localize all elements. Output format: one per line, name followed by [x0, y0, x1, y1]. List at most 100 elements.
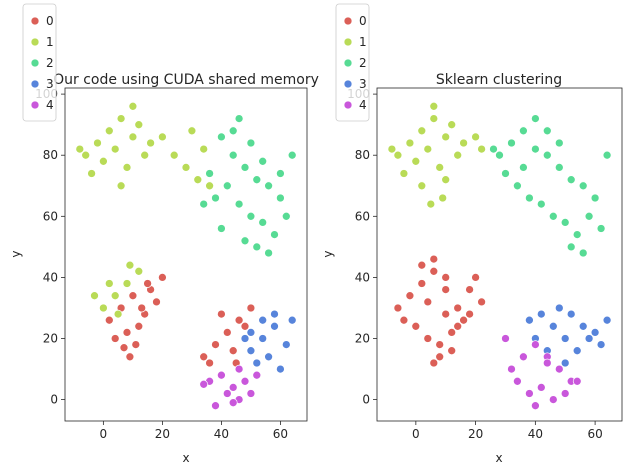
left-point-cluster-1 [128, 132, 138, 142]
left-point-cluster-2 [252, 242, 262, 252]
right-point-cluster-0 [429, 358, 439, 368]
right-point-cluster-2 [560, 218, 570, 227]
left-legend-marker-4 [30, 100, 40, 110]
left-point-cluster-2 [228, 150, 238, 160]
left-point-cluster-1 [93, 138, 102, 148]
right-point-cluster-3 [548, 321, 558, 331]
left-legend: 0 1 2 3 4 [22, 3, 57, 122]
left-point-cluster-4 [234, 364, 244, 374]
right-point-cluster-0 [417, 260, 427, 270]
right-point-cluster-4 [525, 389, 534, 398]
left-point-cluster-2 [276, 193, 285, 203]
left-point-cluster-4 [211, 401, 220, 411]
left-point-cluster-1 [87, 169, 96, 178]
left-point-cluster-3 [276, 364, 285, 374]
right-point-cluster-4 [507, 364, 516, 374]
left-point-cluster-1 [134, 120, 144, 130]
left-point-cluster-0 [234, 315, 244, 325]
right-point-cluster-0 [417, 279, 427, 288]
left-point-cluster-2 [234, 114, 244, 123]
left-point-cluster-4 [222, 389, 232, 398]
left-point-cluster-0 [128, 291, 138, 301]
right-chart-title: Sklearn clustering [436, 72, 562, 88]
left-point-cluster-4 [199, 379, 209, 389]
left-y-tick-label: 40 [43, 270, 58, 284]
right-point-cluster-2 [566, 242, 576, 252]
right-point-cluster-1 [405, 138, 415, 148]
right-point-cluster-4 [531, 401, 540, 411]
left-point-cluster-1 [116, 181, 126, 191]
left-point-cluster-0 [217, 309, 226, 319]
left-point-cluster-1 [104, 279, 114, 288]
right-point-cluster-2 [501, 169, 510, 178]
right-points [387, 101, 612, 411]
right-point-cluster-1 [423, 144, 433, 154]
left-point-cluster-0 [143, 279, 152, 288]
left-legend-label-1: 1 [46, 35, 54, 49]
left-point-cluster-1 [128, 101, 138, 111]
right-point-cluster-1 [471, 132, 480, 142]
right-point-cluster-2 [507, 138, 516, 148]
right-point-cluster-2 [542, 126, 552, 136]
right-point-cluster-0 [441, 309, 451, 319]
right-y-tick-label: 80 [355, 148, 370, 162]
left-point-cluster-0 [158, 273, 167, 282]
left-point-cluster-1 [110, 291, 120, 301]
right-legend: 0 1 2 3 4 [335, 3, 370, 122]
left-y-tick-label: 20 [43, 332, 58, 346]
left-point-cluster-1 [122, 163, 132, 172]
right-point-cluster-2 [602, 150, 612, 160]
left-legend-box [22, 3, 57, 122]
right-point-cluster-3 [584, 334, 594, 343]
right-point-cluster-2 [554, 163, 564, 172]
left-point-cluster-0 [246, 303, 256, 313]
right-point-cluster-2 [572, 230, 582, 239]
right-point-cluster-3 [566, 309, 576, 319]
left-point-cluster-1 [140, 150, 150, 160]
right-point-cluster-0 [429, 254, 439, 264]
right-point-cluster-2 [489, 144, 498, 154]
right-point-cluster-0 [465, 309, 474, 319]
right-point-cluster-1 [426, 199, 436, 209]
left-point-cluster-1 [99, 156, 108, 166]
left-point-cluster-0 [222, 328, 232, 337]
right-y-tick-label: 20 [355, 332, 370, 346]
left-legend-marker-2 [30, 58, 40, 68]
right-x-tick-label: 40 [528, 427, 543, 441]
left-legend-label-0: 0 [46, 14, 54, 28]
left-point-cluster-1 [104, 126, 114, 136]
left-point-cluster-3 [264, 352, 273, 362]
left-legend-label-2: 2 [46, 56, 54, 70]
left-point-cluster-0 [199, 352, 209, 362]
left-point-cluster-1 [181, 163, 191, 172]
left-point-cluster-0 [137, 303, 147, 313]
right-point-cluster-1 [417, 181, 427, 191]
right-point-cluster-1 [441, 175, 451, 185]
left-point-cluster-0 [134, 321, 144, 331]
left-point-cluster-0 [211, 340, 220, 349]
left-point-cluster-1 [205, 181, 214, 191]
right-point-cluster-0 [411, 321, 421, 331]
right-point-cluster-4 [572, 376, 582, 386]
right-plot-frame [376, 87, 623, 422]
left-y-axis-label: y [9, 250, 23, 257]
left-point-cluster-1 [81, 150, 91, 160]
right-point-cluster-4 [531, 340, 540, 349]
left-x-axis-label: x [182, 451, 189, 465]
left-scatter-panel: 0 20 40 60 0 20 40 60 80 1 0 0 Our code using CUDA… [9, 3, 319, 465]
right-legend-label-4: 4 [359, 98, 367, 112]
left-x-tick-label: 0 [100, 427, 108, 441]
right-point-cluster-0 [423, 297, 433, 307]
right-point-cluster-1 [447, 120, 457, 130]
left-point-cluster-0 [240, 321, 250, 331]
right-point-cluster-1 [417, 126, 427, 136]
right-point-cluster-4 [513, 376, 522, 386]
right-point-cluster-4 [501, 334, 510, 343]
left-point-cluster-1 [146, 138, 155, 148]
right-point-cluster-1 [393, 150, 403, 160]
left-point-cluster-2 [252, 175, 262, 185]
left-x-ticks: 0 20 40 60 [100, 421, 288, 441]
left-point-cluster-1 [90, 291, 99, 301]
right-point-cluster-3 [578, 321, 588, 331]
